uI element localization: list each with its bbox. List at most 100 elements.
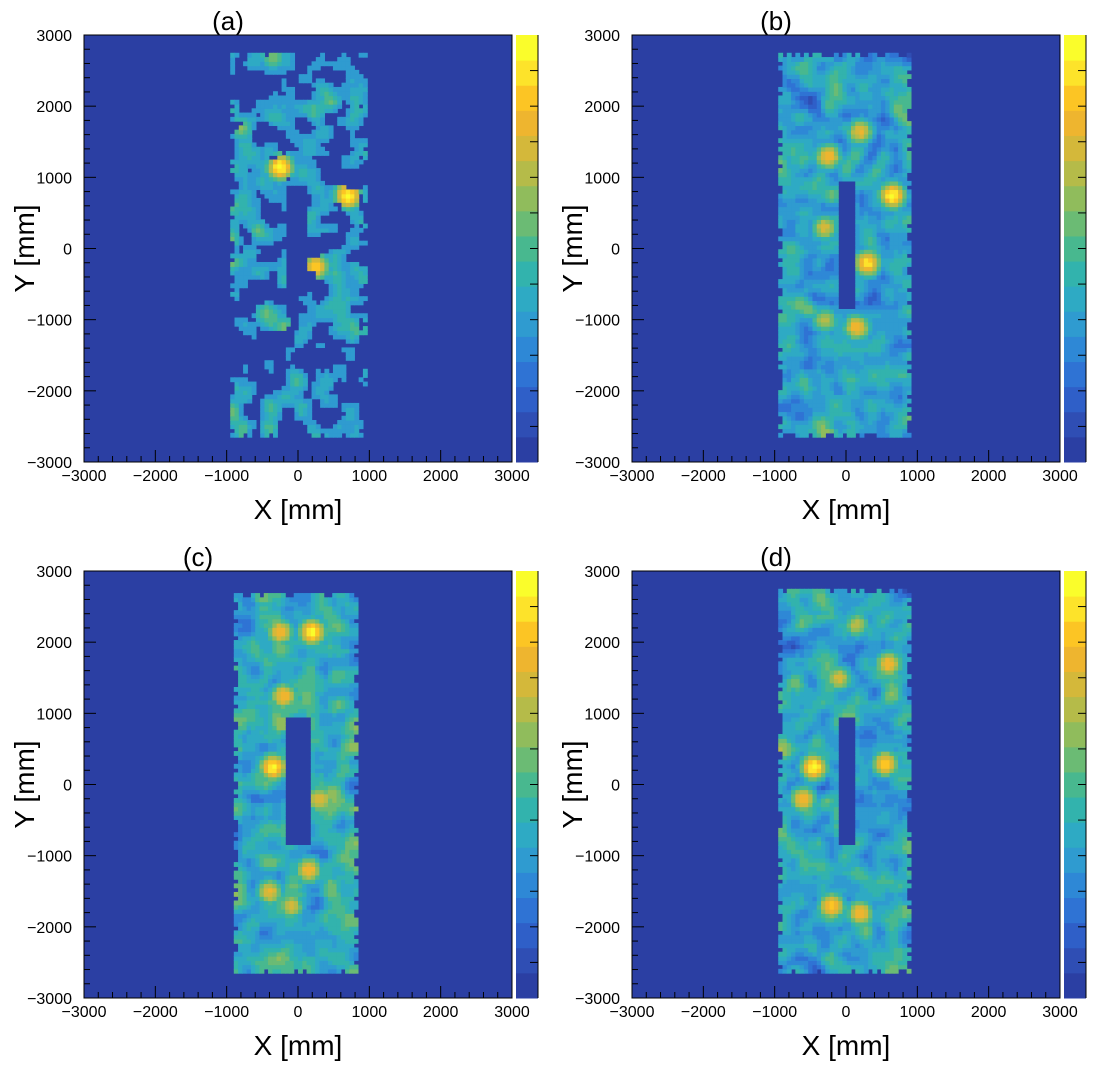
heatmap-cell [833,108,839,114]
heatmap-cell [889,300,895,306]
heatmap-cell [238,964,243,970]
heatmap-cell [315,951,320,957]
heatmap-cell [328,99,334,105]
heatmap-cell [859,304,865,310]
heatmap-cell [234,215,240,220]
heatmap-cell [315,394,321,400]
heatmap-cell [842,116,848,122]
heatmap-cell [795,420,801,425]
heatmap-cell [327,926,333,931]
heatmap-cell [358,270,364,276]
heatmap-cell [324,385,330,391]
heatmap-cell [799,428,805,434]
heatmap-cell [328,129,334,135]
heatmap-cell [328,206,334,212]
heatmap-cell [332,274,338,280]
heatmap-cell [302,317,308,323]
heatmap-cell [268,232,274,237]
heatmap-cell [276,891,282,897]
heatmap-cell [833,296,839,302]
heatmap-cell [311,390,317,395]
heatmap-cell [876,197,882,203]
heatmap-cell [246,938,252,944]
heatmap-cell [812,206,818,212]
heatmap-cell [842,317,848,323]
heatmap-cell [795,351,801,357]
heatmap-cell [276,917,282,923]
heatmap-cell [795,424,801,430]
heatmap-cell [328,377,334,383]
heatmap-cell [293,874,299,880]
heatmap-cell [281,125,287,131]
heatmap-cell [876,291,882,297]
heatmap-cell [242,879,248,885]
heatmap-cell [821,424,826,430]
heatmap-cell [251,159,257,165]
heatmap-cell [842,355,848,361]
heatmap-cell [833,300,839,306]
heatmap-cell [863,168,869,173]
heatmap-cell [842,168,848,173]
heatmap-cell [358,138,364,144]
heatmap-cell [880,373,886,378]
heatmap-cell [290,368,296,374]
heatmap-cell [816,197,822,203]
heatmap-cell [324,95,330,101]
heatmap-cell [855,296,861,302]
heatmap-cell [859,215,865,220]
heatmap-cell [358,159,364,165]
heatmap-cell [902,330,908,336]
heatmap-cell [821,65,826,71]
heatmap-cell [281,95,287,101]
heatmap-cell [829,223,835,229]
heatmap-cell [285,91,291,97]
heatmap-cell [898,57,903,62]
heatmap-cell [354,223,360,229]
heatmap-cell [868,291,873,297]
heatmap-cell [808,202,814,208]
heatmap-cell [243,189,248,195]
heatmap-cell [816,411,822,417]
heatmap-cell [902,381,908,387]
heatmap-cell [260,240,266,246]
heatmap-cell [268,193,274,199]
heatmap-cell [893,364,899,370]
heatmap-cell [872,407,878,413]
heatmap-cell [350,78,355,84]
heatmap-cell [868,283,873,289]
heatmap-cell [332,108,338,114]
heatmap-cell [821,398,826,404]
heatmap-cell [268,364,274,370]
heatmap-cell [350,326,355,331]
heatmap-cell [310,934,316,940]
heatmap-cell [786,300,792,306]
heatmap-cell [306,896,312,902]
heatmap-cell [863,385,869,391]
heatmap-cell [846,394,852,400]
heatmap-cell [829,296,835,302]
heatmap-cell [243,368,248,374]
heatmap-cell [354,82,360,88]
heatmap-cell [273,69,278,75]
heatmap-cell [838,61,844,67]
heatmap-cell [327,951,333,957]
heatmap-cell [320,108,325,114]
heatmap-cell [264,159,270,165]
heatmap-cell [328,249,334,255]
heatmap-cell [306,951,312,957]
heatmap-cell [902,151,908,156]
heatmap-cell [337,334,343,340]
heatmap-cell [320,381,325,387]
heatmap-cell [906,347,912,353]
heatmap-cell [833,313,839,319]
heatmap-cell [889,74,895,80]
heatmap-cell [880,185,886,191]
heatmap-cell [833,206,839,212]
heatmap-cell [885,189,891,195]
heatmap-cell [251,197,257,203]
heatmap-cell [898,257,903,263]
heatmap-cell [808,326,814,331]
heatmap-cell [885,373,891,378]
heatmap-cell [808,210,814,216]
heatmap-cell [328,385,334,391]
